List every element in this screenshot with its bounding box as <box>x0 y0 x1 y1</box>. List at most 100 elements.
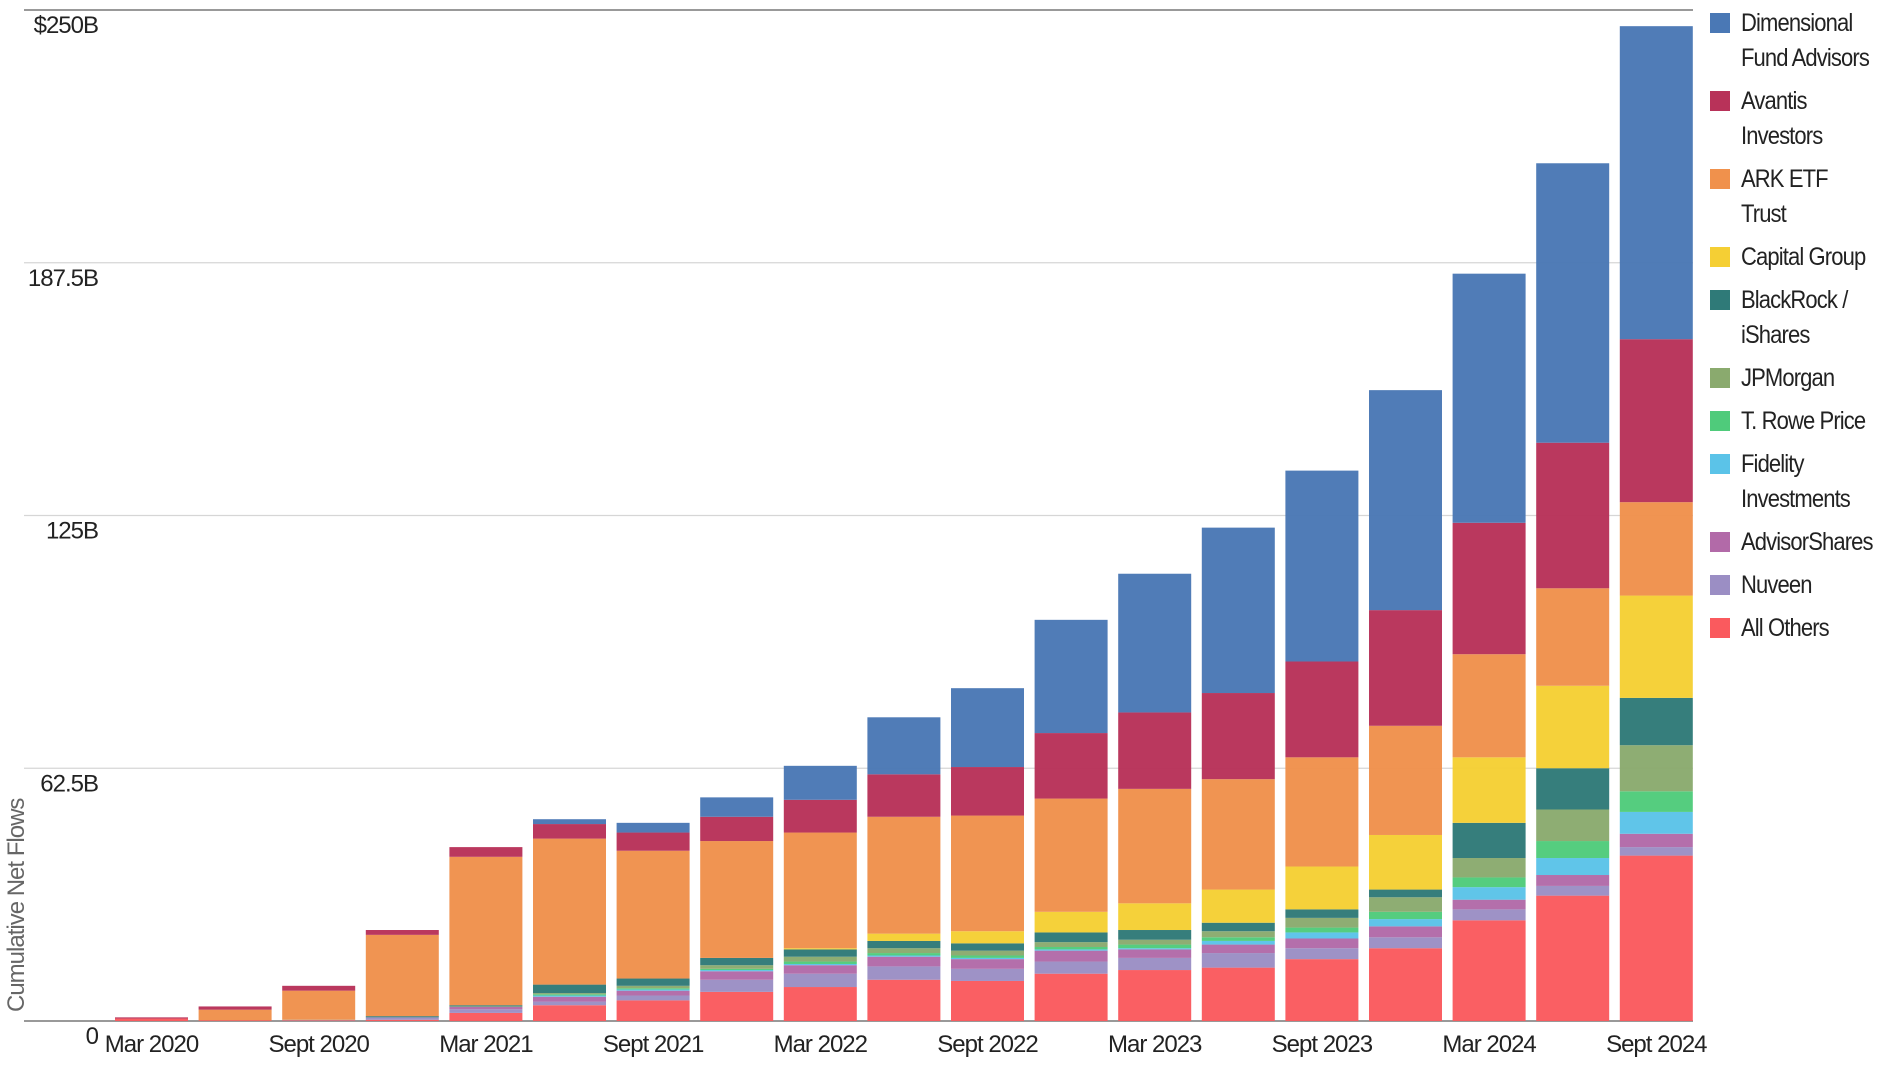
legend-label: ARK ETF Trust <box>1741 165 1829 228</box>
bar-segment-nuveen <box>951 968 1024 981</box>
y-tick-label: $250B <box>34 12 98 39</box>
bar-segment-nuveen <box>783 973 857 988</box>
legend-label: Nuveen <box>1741 571 1812 599</box>
bar-segment-t-rowe-price <box>1536 841 1610 859</box>
bar-segment-t-rowe-price <box>951 955 1024 958</box>
x-tick-label: Sept 2021 <box>603 1031 704 1058</box>
bar-segment-advisorshares <box>616 990 690 996</box>
legend-label: BlackRock / iShares <box>1741 286 1848 349</box>
bar-segment-jpmorgan <box>1536 809 1610 842</box>
x-tick-label: Sept 2023 <box>1272 1031 1373 1058</box>
bar-segment-avantis-investors <box>115 1017 188 1019</box>
bar-segment-blackrock-ishares <box>1201 922 1275 932</box>
bar-segment-ark-etf-trust <box>951 815 1024 932</box>
bar-segment-avantis-investors <box>783 799 857 833</box>
bar-segment-all-others <box>282 1020 356 1021</box>
legend-item: JPMorgan <box>1710 361 1896 396</box>
bar-segment-ark-etf-trust <box>1452 654 1526 758</box>
bar-segment-t-rowe-price <box>1452 877 1526 888</box>
bar-segment-dimensional-fund-advisors <box>700 797 774 817</box>
bar-segment-t-rowe-price <box>616 988 690 990</box>
bar-segment-fidelity-investments <box>1452 887 1526 900</box>
bar-segment-avantis-investors <box>1369 610 1442 726</box>
x-tick-label: Mar 2022 <box>774 1031 868 1058</box>
bar-segment-avantis-investors <box>533 824 606 839</box>
bar-segment-capital-group <box>1536 685 1610 769</box>
bar-segment-blackrock-ishares <box>783 949 857 957</box>
legend-label: Fidelity Investments <box>1741 450 1851 513</box>
bar-segment-nuveen <box>1536 885 1610 896</box>
bar-segment-advisorshares <box>1452 899 1526 910</box>
bar-segment-fidelity-investments <box>867 955 941 957</box>
bar-segment-avantis-investors <box>1452 522 1526 655</box>
bar-segment-nuveen <box>867 966 941 980</box>
bar-segment-avantis-investors <box>951 767 1024 816</box>
bar-segment-fidelity-investments <box>783 963 857 966</box>
bar-segment-t-rowe-price <box>700 968 774 971</box>
bar-segment-jpmorgan <box>867 948 941 954</box>
bar-segment-avantis-investors <box>867 774 941 817</box>
legend-item: T. Rowe Price <box>1710 404 1896 439</box>
bar-stack <box>951 688 1024 1021</box>
bar-segment-jpmorgan <box>1369 897 1442 912</box>
bar-segment-all-others <box>1452 920 1526 1021</box>
bar-segment-blackrock-ishares <box>1118 930 1192 940</box>
bar-segment-fidelity-investments <box>1034 949 1108 951</box>
legend-label: Dimensional Fund Advisors <box>1741 9 1870 72</box>
bar-segment-advisorshares <box>1034 950 1108 962</box>
bar-segment-all-others <box>616 1000 690 1021</box>
bar-segment-blackrock-ishares <box>1619 697 1693 746</box>
bar-segment-avantis-investors <box>1619 339 1693 503</box>
bar-stack <box>1118 573 1192 1021</box>
bar-segment-blackrock-ishares <box>616 978 690 986</box>
legend-item: Dimensional Fund Advisors <box>1710 6 1896 76</box>
x-tick-label: Mar 2023 <box>1108 1031 1202 1058</box>
legend-item: Nuveen <box>1710 568 1896 603</box>
bar-segment-all-others <box>867 979 941 1021</box>
bar-segment-nuveen <box>1369 937 1442 949</box>
bar-segment-blackrock-ishares <box>1285 909 1359 918</box>
legend-swatch <box>1710 368 1730 388</box>
bar-segment-all-others <box>1201 967 1275 1021</box>
bar-segment-avantis-investors <box>616 832 690 851</box>
bar-segment-fidelity-investments <box>1201 940 1275 945</box>
bar-stack <box>867 717 941 1021</box>
bar-segment-fidelity-investments <box>1369 919 1442 927</box>
bar-segment-jpmorgan <box>1201 931 1275 938</box>
bar-segment-avantis-investors <box>198 1006 272 1010</box>
bar-stack <box>1619 26 1693 1021</box>
bar-segment-t-rowe-price <box>1034 946 1108 950</box>
bar-segment-advisorshares <box>1118 949 1192 958</box>
bars <box>115 26 1693 1021</box>
bar-segment-fidelity-investments <box>1285 932 1359 939</box>
bar-segment-nuveen <box>365 1017 439 1020</box>
bar-stack <box>1369 390 1442 1021</box>
bar-segment-advisorshares <box>1619 833 1693 848</box>
bar-segment-advisorshares <box>1285 938 1359 949</box>
bar-segment-nuveen <box>1619 847 1693 856</box>
bar-segment-fidelity-investments <box>951 957 1024 960</box>
bar-segment-nuveen <box>1285 948 1359 960</box>
bar-segment-capital-group <box>783 948 857 950</box>
bar-segment-dimensional-fund-advisors <box>1452 273 1526 523</box>
bar-segment-t-rowe-price <box>1201 937 1275 941</box>
bar-segment-avantis-investors <box>1536 442 1610 589</box>
bar-segment-all-others <box>533 1005 606 1021</box>
x-tick-label: Mar 2024 <box>1442 1031 1536 1058</box>
bar-segment-all-others <box>951 980 1024 1021</box>
bar-segment-ark-etf-trust <box>700 841 774 958</box>
bar-segment-dimensional-fund-advisors <box>1118 573 1192 713</box>
bar-segment-fidelity-investments <box>616 989 690 991</box>
bar-segment-all-others <box>783 987 857 1021</box>
bar-stack <box>1536 163 1610 1021</box>
x-tick-label: Mar 2020 <box>105 1031 199 1058</box>
legend-swatch <box>1710 13 1730 33</box>
bar-segment-t-rowe-price <box>867 953 941 956</box>
legend-item: Capital Group <box>1710 240 1896 275</box>
bar-segment-dimensional-fund-advisors <box>1034 619 1108 734</box>
legend-swatch <box>1710 91 1730 111</box>
bar-segment-capital-group <box>1285 866 1359 910</box>
bar-segment-blackrock-ishares <box>951 943 1024 951</box>
bar-segment-nuveen <box>1118 957 1192 971</box>
